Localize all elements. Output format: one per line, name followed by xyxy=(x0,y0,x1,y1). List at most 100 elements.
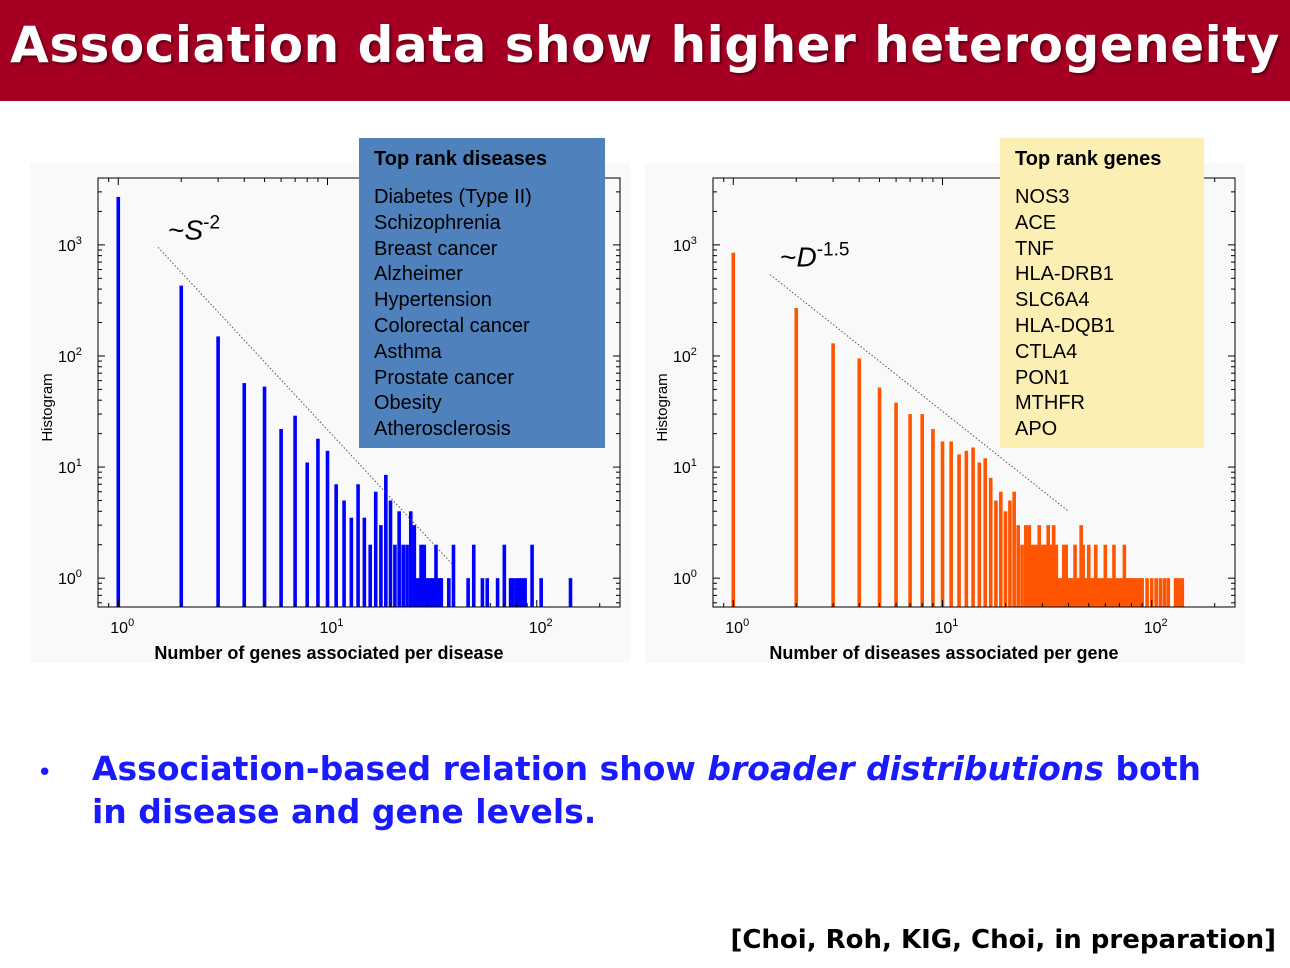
diseases-per-gene-chart: 100 101 102 100 101 102 103 Number of diseases … xyxy=(654,177,1236,663)
histogram-bar xyxy=(388,500,393,607)
histogram-bar xyxy=(1037,525,1042,607)
histogram-bar xyxy=(362,517,367,607)
histogram-bar xyxy=(1027,525,1032,607)
disease-item: Schizophrenia xyxy=(374,211,501,234)
histogram-bar xyxy=(379,525,383,607)
histogram-bar xyxy=(1081,544,1085,607)
title-banner: Association data show higher heterogenei… xyxy=(0,0,1290,101)
bullet-text-part1: Association-based relation show xyxy=(92,749,708,788)
histogram-bar xyxy=(1030,544,1035,607)
y-tick-label: 101 xyxy=(58,457,82,477)
histogram-bar xyxy=(1135,578,1139,607)
histogram-bar xyxy=(1158,578,1163,607)
histogram-bar xyxy=(279,429,283,607)
histogram-bar xyxy=(428,578,433,607)
histogram-bar xyxy=(373,491,378,607)
histogram-bar xyxy=(1120,578,1124,607)
histogram-bar xyxy=(1043,544,1048,607)
histogram-bar xyxy=(1059,578,1064,607)
histogram-bar xyxy=(1057,578,1061,607)
disease-item: Obesity xyxy=(374,392,442,415)
histogram-bar xyxy=(568,578,573,607)
histogram-bar xyxy=(794,308,799,607)
histogram-bar xyxy=(466,578,470,607)
histogram-bar xyxy=(1162,578,1167,607)
gene-item: CTLA4 xyxy=(1015,340,1078,363)
gene-item: APO xyxy=(1015,418,1058,441)
histogram-bar xyxy=(1016,525,1020,607)
histogram-bar xyxy=(1071,578,1075,607)
histogram-bar xyxy=(949,441,953,607)
histogram-bar xyxy=(1085,578,1089,607)
histogram-bar xyxy=(262,386,267,607)
disease-item: Atherosclerosis xyxy=(374,418,511,441)
histogram-bar xyxy=(408,511,413,607)
histogram-bar xyxy=(971,447,975,607)
histogram-bar xyxy=(356,484,360,607)
histogram-bar xyxy=(523,578,527,607)
histogram-bar xyxy=(1097,578,1101,607)
disease-item: Breast cancer xyxy=(374,237,498,260)
histogram-bar xyxy=(1073,544,1077,607)
histogram-bar xyxy=(434,544,438,607)
gene-item: PON1 xyxy=(1015,366,1070,389)
histogram-bar xyxy=(305,462,310,607)
histogram-bar xyxy=(1079,525,1083,607)
histogram-bar xyxy=(502,544,507,607)
x-axis-label: Number of diseases associated per gene xyxy=(769,643,1118,663)
histogram-bar xyxy=(1012,491,1016,607)
y-tick-label: 102 xyxy=(673,346,697,366)
histogram-bar xyxy=(1177,578,1181,607)
histogram-bar xyxy=(1122,544,1127,607)
histogram-bar xyxy=(877,387,882,607)
slide-title: Association data show higher heterogenei… xyxy=(10,16,1280,74)
histogram-bar xyxy=(931,429,935,607)
bullet-marker: • xyxy=(37,758,53,788)
histogram-bar xyxy=(920,414,925,607)
x-axis-label: Number of genes associated per disease xyxy=(154,643,503,663)
histogram-bar xyxy=(894,402,898,607)
histogram-bar xyxy=(514,578,519,607)
histogram-bar xyxy=(1008,500,1012,607)
histogram-bar xyxy=(116,196,121,607)
power-law-annotation: ~S-2 xyxy=(168,212,220,245)
histogram-bar xyxy=(216,336,220,607)
histogram-bar xyxy=(1117,578,1122,607)
histogram-bar xyxy=(1051,525,1056,607)
disease-item: Asthma xyxy=(374,340,442,363)
histogram-bar xyxy=(988,477,993,607)
y-tick-label: 100 xyxy=(58,568,82,588)
histogram-bar xyxy=(447,578,451,607)
histogram-bar xyxy=(1090,578,1095,607)
x-tick-label: 102 xyxy=(529,617,553,637)
histogram-bar xyxy=(431,578,435,607)
histogram-bar xyxy=(1077,578,1081,607)
histogram-bar xyxy=(1125,578,1129,607)
histogram-bar xyxy=(179,285,184,607)
histogram-bar xyxy=(451,544,456,607)
histogram-bar xyxy=(831,343,835,607)
y-tick-label: 100 xyxy=(673,568,697,588)
bullet-text: Association-based relation show broader … xyxy=(92,747,1242,833)
histogram-bar xyxy=(957,454,961,607)
histogram-bar xyxy=(485,578,490,607)
x-tick-label: 101 xyxy=(935,617,959,637)
histogram-bar xyxy=(1138,578,1142,607)
histogram-bar xyxy=(857,358,862,607)
histogram-bar xyxy=(334,484,338,607)
x-tick-label: 101 xyxy=(320,617,344,637)
histogram-bar xyxy=(412,525,417,607)
histogram-bar xyxy=(1020,544,1024,607)
power-law-fit-line xyxy=(769,274,1069,512)
disease-item: Hypertension xyxy=(374,289,492,312)
top-rank-genes-list: NOS3 ACE TNF HLA-DRB1 SLC6A4 HLA-DQB1 CTLA4 PON… xyxy=(1015,185,1115,443)
disease-item: Colorectal cancer xyxy=(374,314,530,337)
x-tick-label: 100 xyxy=(110,617,134,637)
histogram-bar xyxy=(999,491,1003,607)
top-rank-diseases-list: Diabetes (Type II) Schizophrenia Breast ca… xyxy=(374,185,532,443)
histogram-bar xyxy=(1114,578,1119,607)
histogram-bar xyxy=(1140,578,1144,607)
histogram-bar xyxy=(940,441,945,607)
histogram-bar xyxy=(908,414,912,607)
histogram-bar xyxy=(293,415,297,607)
